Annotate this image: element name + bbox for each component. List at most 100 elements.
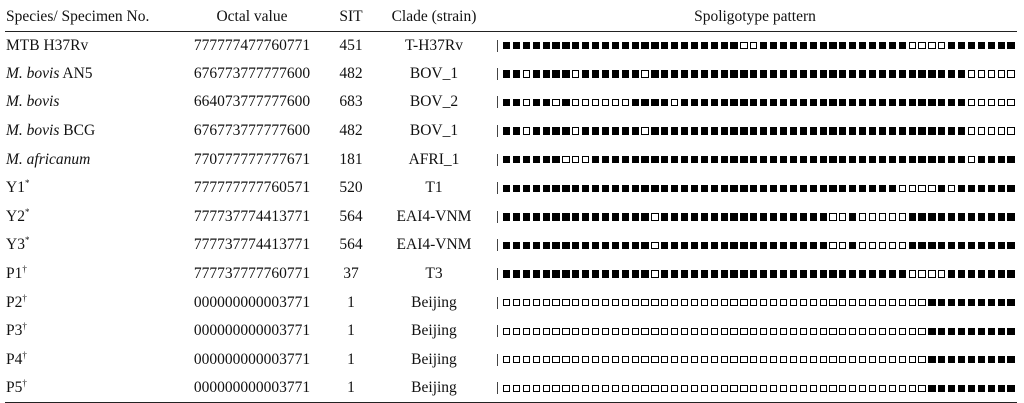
spacer-present xyxy=(651,156,659,164)
spacer-present xyxy=(720,213,728,221)
spacer-present xyxy=(878,70,887,78)
sit-cell: 482 xyxy=(339,64,363,82)
spacer-absent xyxy=(908,184,916,192)
spacer-present xyxy=(562,241,570,250)
spacer-present xyxy=(948,213,956,221)
footnote-mark: * xyxy=(24,235,30,246)
spacer-absent xyxy=(829,298,837,307)
spacer-present xyxy=(779,41,788,50)
spacer-absent xyxy=(601,384,610,392)
spacer-present xyxy=(700,127,709,135)
spacer-present xyxy=(621,156,629,164)
clade-cell: EAI4-VNM xyxy=(396,207,472,225)
spacer-absent xyxy=(779,298,788,307)
spacer-absent xyxy=(572,127,580,135)
spacer-absent xyxy=(552,298,560,307)
spacer-present xyxy=(760,70,768,78)
spacer-present xyxy=(710,184,718,192)
spacer-absent xyxy=(601,327,610,335)
spacer-present xyxy=(720,98,728,107)
spacer-absent xyxy=(1007,98,1015,107)
spacer-present xyxy=(720,156,728,164)
spacer-present xyxy=(977,356,985,364)
spacer-present xyxy=(967,41,976,50)
spacer-absent xyxy=(740,356,748,364)
spacer-absent xyxy=(631,327,639,335)
spacer-absent xyxy=(512,384,521,392)
spacer-present xyxy=(552,213,560,221)
spacer-absent xyxy=(760,327,768,335)
spacer-absent xyxy=(789,298,798,307)
spacer-present xyxy=(572,41,580,50)
spacer-present xyxy=(700,70,709,78)
species-text: P3 xyxy=(6,322,23,340)
spacer-present xyxy=(997,384,1005,392)
spacer-absent xyxy=(967,156,976,164)
spacer-present xyxy=(948,127,956,135)
species-cell: Y3* xyxy=(5,231,177,260)
spacer-present xyxy=(819,156,827,164)
clade-cell: EAI4-VNM xyxy=(396,236,472,254)
spacer-absent xyxy=(522,384,530,392)
spacer-present xyxy=(631,241,639,250)
spacer-present xyxy=(809,270,817,278)
spacer-present xyxy=(621,41,629,50)
spacer-present xyxy=(868,270,877,278)
spacer-present xyxy=(859,184,867,192)
spacer-present xyxy=(750,184,758,192)
spacer-absent xyxy=(928,41,936,50)
spacer-absent xyxy=(671,356,679,364)
spacer-present xyxy=(997,241,1005,250)
spacer-present xyxy=(770,98,778,107)
spacer-present xyxy=(957,327,966,335)
spoligotype-pattern xyxy=(497,39,1017,52)
spacer-present xyxy=(1007,213,1015,221)
spacer-absent xyxy=(621,356,629,364)
spacer-absent xyxy=(582,356,590,364)
spacer-present xyxy=(631,70,639,78)
pattern-cell xyxy=(493,31,1017,60)
spacer-present xyxy=(809,184,817,192)
spacer-present xyxy=(957,270,966,278)
spacer-present xyxy=(819,98,827,107)
spacer-present xyxy=(542,213,550,221)
spacer-present xyxy=(562,270,570,278)
spacer-present xyxy=(760,98,768,107)
spacer-absent xyxy=(839,327,847,335)
spacer-present xyxy=(730,70,738,78)
spacer-present xyxy=(512,156,521,164)
spacer-present xyxy=(710,127,718,135)
spacer-absent xyxy=(562,384,570,392)
spacer-absent xyxy=(641,327,649,335)
spacer-present xyxy=(987,213,995,221)
spacer-present xyxy=(760,184,768,192)
spacer-present xyxy=(681,127,689,135)
spacer-present xyxy=(868,184,877,192)
footnote-mark: * xyxy=(24,178,30,189)
spacer-present xyxy=(987,270,995,278)
spacer-present xyxy=(601,213,610,221)
spacer-absent xyxy=(690,384,699,392)
spacer-present xyxy=(601,270,610,278)
spacer-present xyxy=(849,127,857,135)
spacer-present xyxy=(938,298,946,307)
spacer-absent xyxy=(750,356,758,364)
spacer-present xyxy=(690,270,699,278)
spacer-present xyxy=(1007,327,1015,335)
spacer-absent xyxy=(829,241,837,250)
sit-cell: 564 xyxy=(339,236,363,254)
spacer-absent xyxy=(690,356,699,364)
spacer-absent xyxy=(611,327,619,335)
spacer-present xyxy=(779,241,788,250)
spacer-present xyxy=(948,298,956,307)
spacer-present xyxy=(898,127,906,135)
spacer-present xyxy=(740,241,748,250)
spacer-present xyxy=(503,241,511,250)
species-text: P1 xyxy=(6,265,23,283)
spacer-absent xyxy=(898,356,906,364)
spacer-absent xyxy=(918,41,926,50)
spacer-present xyxy=(582,241,590,250)
spacer-absent xyxy=(819,298,827,307)
spacer-absent xyxy=(562,298,570,307)
spacer-present xyxy=(532,213,540,221)
